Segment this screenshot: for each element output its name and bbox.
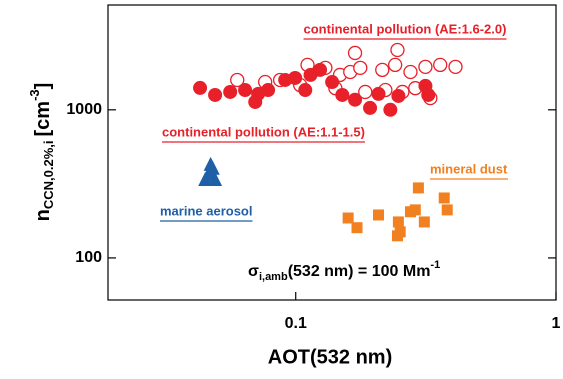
point — [409, 204, 421, 216]
point — [391, 230, 403, 242]
y-label-main: n — [32, 209, 54, 221]
point — [371, 86, 386, 101]
y-axis-label: nCCN,0.2%,i [cm-3] — [27, 83, 56, 222]
point — [391, 88, 406, 103]
point — [438, 192, 450, 204]
y-tick-label: 100 — [75, 249, 102, 266]
point — [353, 60, 368, 75]
point — [390, 42, 405, 58]
point — [335, 87, 350, 102]
x-axis-label: AOT(532 nm) — [268, 346, 392, 368]
annotation-sub: i,amb — [259, 271, 288, 283]
point — [358, 84, 373, 100]
point — [208, 87, 223, 102]
y-tick-label: 1000 — [66, 101, 102, 118]
point — [248, 94, 263, 109]
point — [388, 57, 403, 73]
point — [238, 83, 253, 98]
series-label: mineral dust — [430, 161, 508, 176]
x-tick-label: 0.1 — [285, 315, 307, 332]
point — [193, 80, 208, 95]
point — [223, 84, 238, 99]
point — [208, 171, 223, 186]
x-tick-label: 1 — [552, 315, 561, 332]
point — [421, 87, 436, 102]
point — [348, 92, 363, 107]
point — [383, 102, 398, 117]
point — [441, 204, 453, 216]
point — [230, 72, 245, 88]
point — [373, 209, 385, 221]
point — [347, 45, 363, 61]
point — [403, 64, 418, 80]
annotation-sigma: σ — [248, 263, 259, 280]
point — [351, 222, 363, 234]
plot-frame — [107, 4, 557, 301]
annotation-main: (532 nm) = 100 Mm — [288, 263, 431, 280]
series-label: marine aerosol — [160, 203, 253, 218]
point — [375, 62, 390, 78]
point — [298, 83, 313, 98]
point — [288, 70, 303, 85]
series-label: continental pollution (AE:1.6-2.0) — [304, 21, 507, 36]
y-label-sup: -3 — [27, 89, 42, 101]
y-label-close: ] — [32, 83, 54, 90]
annotation-sup: -1 — [430, 259, 440, 271]
point — [205, 160, 220, 175]
y-label-sub: CCN,0.2%,i — [41, 140, 56, 209]
annotation: σi,amb(532 nm) = 100 Mm-1 — [248, 259, 440, 283]
point — [363, 100, 378, 115]
point — [448, 59, 463, 74]
point — [392, 216, 404, 228]
point — [313, 62, 328, 77]
y-label-unit: [cm — [32, 101, 54, 137]
point — [261, 83, 276, 98]
point — [342, 212, 354, 224]
point — [433, 57, 448, 73]
point — [325, 75, 340, 90]
series-label: continental pollution (AE:1.1-1.5) — [162, 124, 365, 139]
point — [418, 216, 430, 228]
point — [418, 59, 433, 74]
point — [412, 182, 424, 194]
